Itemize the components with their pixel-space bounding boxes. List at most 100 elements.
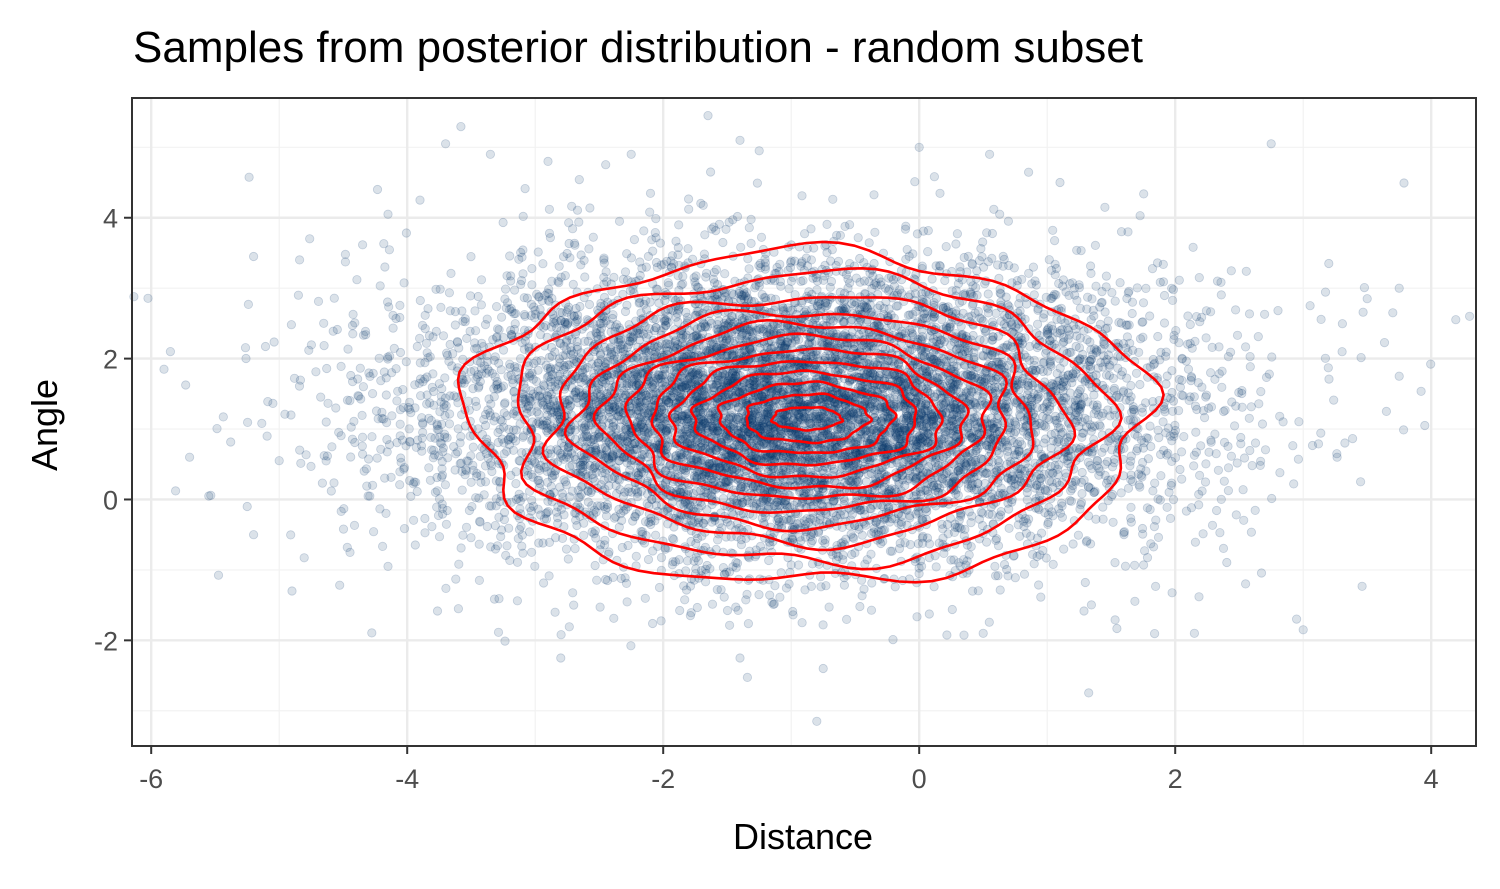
sample-point: [373, 454, 381, 462]
sample-point: [520, 310, 528, 318]
sample-point: [825, 603, 833, 611]
sample-point: [1359, 308, 1367, 316]
sample-point: [1030, 356, 1038, 364]
sample-point: [501, 637, 509, 645]
sample-point: [396, 420, 404, 428]
sample-point: [1227, 452, 1235, 460]
plot-area: [130, 98, 1476, 746]
sample-point: [932, 563, 940, 571]
sample-point: [1090, 488, 1098, 496]
sample-point: [1239, 486, 1247, 494]
sample-point: [575, 175, 583, 183]
sample-point: [1290, 480, 1298, 488]
sample-point: [1317, 315, 1325, 323]
sample-point: [493, 325, 501, 333]
sample-point: [1020, 570, 1028, 578]
sample-point: [909, 330, 917, 338]
sample-point: [1069, 369, 1077, 377]
sample-point: [1195, 471, 1203, 479]
sample-point: [244, 300, 252, 308]
sample-point: [320, 452, 328, 460]
sample-point: [258, 419, 266, 427]
sample-point: [428, 522, 436, 530]
sample-point: [517, 280, 525, 288]
sample-point: [776, 593, 784, 601]
sample-point: [621, 268, 629, 276]
sample-point: [499, 346, 507, 354]
sample-point: [492, 495, 500, 503]
sample-point: [655, 583, 663, 591]
sample-point: [1168, 367, 1176, 375]
sample-point: [798, 619, 806, 627]
sample-point: [1163, 503, 1171, 511]
sample-point: [865, 239, 873, 247]
sample-point: [1218, 383, 1226, 391]
sample-point: [1230, 422, 1238, 430]
sample-point: [425, 464, 433, 472]
sample-point: [469, 443, 477, 451]
sample-point: [1091, 241, 1099, 249]
sample-point: [400, 279, 408, 287]
sample-point: [1126, 462, 1134, 470]
sample-point: [918, 262, 926, 270]
sample-point: [475, 517, 483, 525]
sample-point: [393, 397, 401, 405]
sample-point: [725, 621, 733, 629]
sample-point: [911, 178, 919, 186]
sample-point: [545, 538, 553, 546]
sample-point: [555, 262, 563, 270]
sample-point: [1240, 454, 1248, 462]
sample-point: [457, 544, 465, 552]
sample-point: [870, 191, 878, 199]
sample-point: [421, 311, 429, 319]
sample-point: [347, 453, 355, 461]
sample-point: [328, 443, 336, 451]
sample-point: [545, 229, 553, 237]
sample-point: [1099, 515, 1107, 523]
sample-point: [490, 393, 498, 401]
sample-point: [416, 392, 424, 400]
sample-point: [672, 237, 680, 245]
sample-point: [1195, 490, 1203, 498]
sample-point: [213, 424, 221, 432]
sample-point: [586, 204, 594, 212]
sample-point: [1176, 465, 1184, 473]
sample-point: [245, 173, 253, 181]
sample-point: [1231, 306, 1239, 314]
sample-point: [1257, 387, 1265, 395]
sample-point: [1136, 212, 1144, 220]
sample-point: [641, 594, 649, 602]
sample-point: [596, 603, 604, 611]
sample-point: [317, 393, 325, 401]
sample-point: [527, 548, 535, 556]
sample-point: [1087, 315, 1095, 323]
sample-point: [528, 281, 536, 289]
sample-point: [1208, 343, 1216, 351]
sample-point: [960, 631, 968, 639]
sample-point: [1233, 459, 1241, 467]
sample-point: [295, 256, 303, 264]
sample-point: [368, 389, 376, 397]
sample-point: [974, 587, 982, 595]
sample-point: [1324, 364, 1332, 372]
sample-point: [1317, 429, 1325, 437]
sample-point: [745, 265, 753, 273]
sample-point: [984, 290, 992, 298]
sample-point: [1246, 352, 1254, 360]
sample-point: [1348, 434, 1356, 442]
sample-point: [385, 246, 393, 254]
sample-point: [651, 531, 659, 539]
sample-point: [953, 230, 961, 238]
sample-point: [684, 195, 692, 203]
sample-point: [1127, 503, 1135, 511]
sample-point: [585, 300, 593, 308]
sample-point: [512, 468, 520, 476]
sample-point: [1295, 418, 1303, 426]
sample-point: [1356, 478, 1364, 486]
sample-point: [1201, 478, 1209, 486]
sample-point: [856, 602, 864, 610]
sample-point: [551, 608, 559, 616]
sample-point: [568, 487, 576, 495]
sample-point: [988, 254, 996, 262]
sample-point: [1169, 495, 1177, 503]
